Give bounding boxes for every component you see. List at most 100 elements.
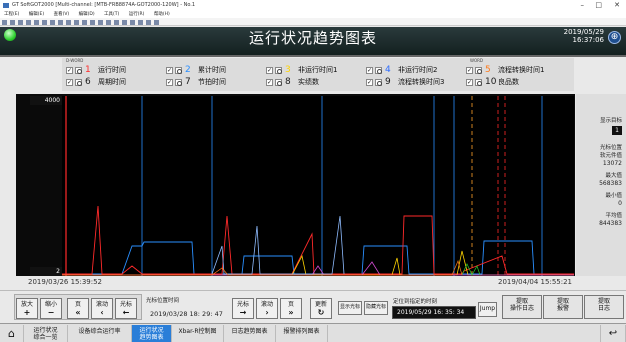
series-visible-checkbox[interactable]: ✓ — [366, 66, 373, 74]
jump-button[interactable]: Jump — [478, 302, 497, 317]
scroll-back-button[interactable]: 滚动 ‹ — [91, 298, 113, 319]
page-back-button[interactable]: 页 « — [67, 298, 89, 319]
toolbar-icon[interactable] — [26, 19, 31, 25]
legend-item-1[interactable]: ✓ 1 运行时间 — [66, 65, 126, 75]
show-cursor-button[interactable]: 显示光标 — [338, 301, 362, 315]
hide-cursor-button[interactable]: 隐藏光标 — [364, 301, 388, 315]
scroll-forward-button[interactable]: 滚动 › — [256, 298, 278, 319]
series-label: 运行时间 — [98, 66, 126, 74]
series-visible-checkbox[interactable]: ✓ — [166, 78, 173, 86]
series-visible-checkbox[interactable]: ✓ — [66, 78, 73, 86]
cursor-value-label: 光标位置 软元件值 — [599, 145, 622, 159]
menu-item-project[interactable]: 工程(E) — [4, 12, 20, 17]
close-button[interactable]: ✕ — [614, 1, 620, 9]
legend-item-5[interactable]: ✓ 5 流程转换时间1 — [466, 65, 544, 75]
toolbar-icon[interactable] — [114, 19, 119, 25]
menu-item-edit2[interactable]: 编辑(D) — [78, 12, 95, 17]
series-search-icon[interactable] — [475, 78, 482, 86]
series-visible-checkbox[interactable]: ✓ — [266, 78, 273, 86]
home-icon[interactable]: ⌂ — [0, 325, 24, 342]
series-visible-checkbox[interactable]: ✓ — [366, 78, 373, 86]
toolbar-icon[interactable] — [106, 19, 111, 25]
toolbar-icon[interactable] — [74, 19, 79, 25]
series-search-icon[interactable] — [475, 66, 482, 74]
series-search-icon[interactable] — [275, 78, 282, 86]
page-forward-button[interactable]: 页» — [280, 298, 302, 319]
series-search-icon[interactable] — [275, 66, 282, 74]
legend-item-6[interactable]: ✓ 6 周期时间 — [66, 77, 126, 87]
nav-tab-1[interactable]: 设备综合运行率 — [68, 325, 132, 342]
series-visible-checkbox[interactable]: ✓ — [166, 66, 173, 74]
toolbar-icon[interactable] — [130, 19, 135, 25]
menu-item-view[interactable]: 查看(V) — [53, 12, 70, 17]
double-chevron-left-icon: « — [75, 308, 81, 317]
toolbar — [0, 18, 626, 26]
toolbar-icon[interactable] — [154, 19, 159, 25]
back-icon[interactable]: ↩ — [600, 325, 626, 342]
nav-tab-4[interactable]: 日志趋势图表 — [224, 325, 276, 342]
legend-item-4[interactable]: ✓ 4 非运行时间2 — [366, 65, 437, 75]
menu-item-help[interactable]: 帮助(H) — [153, 12, 170, 17]
trend-plot[interactable] — [62, 96, 574, 276]
toolbar-icon[interactable] — [90, 19, 95, 25]
toolbar-icon[interactable] — [58, 19, 63, 25]
legend-item-2[interactable]: ✓ 2 累计时间 — [166, 65, 226, 75]
cursor-forward-button[interactable]: 光标 → — [232, 298, 254, 319]
toolbar-icon[interactable] — [82, 19, 87, 25]
menu-item-run[interactable]: 运行(R) — [128, 12, 145, 17]
zoom-in-button[interactable]: 放大 + — [16, 298, 38, 319]
series-search-icon[interactable] — [375, 78, 382, 86]
legend-item-9[interactable]: ✓ 9 流程转换时间3 — [366, 77, 444, 87]
maximize-button[interactable]: □ — [595, 1, 602, 9]
extract-log-button[interactable]: 提取 日志 — [584, 295, 624, 319]
extract-operation-log-button[interactable]: 提取 操作日志 — [502, 295, 542, 319]
series-number: 2 — [185, 65, 191, 75]
nav-tab-2[interactable]: 运行状况 趋势图表 — [132, 325, 172, 342]
arrow-right-icon: → — [239, 308, 247, 317]
toolbar-icon[interactable] — [50, 19, 55, 25]
series-visible-checkbox[interactable]: ✓ — [466, 66, 473, 74]
toolbar-icon[interactable] — [10, 19, 15, 25]
series-visible-checkbox[interactable]: ✓ — [66, 66, 73, 74]
toolbar-icon[interactable] — [18, 19, 23, 25]
series-search-icon[interactable] — [175, 66, 182, 74]
nav-tab-0[interactable]: 运行状况 综合一览 — [24, 325, 68, 342]
toolbar-icon[interactable] — [42, 19, 47, 25]
toolbar-icon[interactable] — [146, 19, 151, 25]
toolbar-icon[interactable] — [66, 19, 71, 25]
toolbar-icon[interactable] — [122, 19, 127, 25]
window-title: GT SoftGOT2000 [Multi-channel: [MTB-FRB8… — [12, 2, 196, 8]
target-index-field[interactable]: 1 — [612, 126, 622, 135]
legend-item-8[interactable]: ✓ 8 实绩数 — [266, 77, 319, 87]
series-visible-checkbox[interactable]: ✓ — [266, 66, 273, 74]
zoom-out-button[interactable]: 缩小 − — [40, 298, 62, 319]
toolbar-icon[interactable] — [2, 19, 7, 25]
cursor-time-value: 2019/03/28 18: 29: 47 — [150, 310, 223, 318]
toolbar-icon[interactable] — [98, 19, 103, 25]
series-search-icon[interactable] — [175, 78, 182, 86]
refresh-button[interactable]: 更新 ↻ — [310, 298, 332, 319]
globe-icon[interactable]: ⊕ — [608, 31, 621, 44]
legend-item-3[interactable]: ✓ 3 非运行时间1 — [266, 65, 337, 75]
toolbar-icon[interactable] — [34, 19, 39, 25]
series-search-icon[interactable] — [75, 78, 82, 86]
series-visible-checkbox[interactable]: ✓ — [466, 78, 473, 86]
extract-alarm-button[interactable]: 提取 报警 — [543, 295, 583, 319]
jump-time-field[interactable]: 2019/05/29 16: 35: 34 — [392, 306, 476, 319]
clock: 2019/05/29 16:37:06 — [564, 28, 604, 44]
cursor-back-button[interactable]: 光标 ← — [115, 298, 137, 319]
series-search-icon[interactable] — [375, 66, 382, 74]
menu-item-tools[interactable]: 工具(T) — [104, 12, 120, 17]
series-search-icon[interactable] — [75, 66, 82, 74]
toolbar-icon[interactable] — [138, 19, 143, 25]
minimize-button[interactable]: – — [580, 1, 585, 9]
series-number: 9 — [385, 77, 391, 87]
y-axis-min-label: 2 — [30, 267, 62, 276]
legend-item-7[interactable]: ✓ 7 节拍时间 — [166, 77, 226, 87]
avg-label: 平均值 — [605, 213, 622, 219]
trend-legend: D-WORD WORD ✓ 1 运行时间 ✓ 2 累计时间 ✓ 3 非运行时间1 ✓ 4 非运行时间2… — [62, 58, 574, 91]
menu-item-edit[interactable]: 编辑(E) — [28, 12, 45, 17]
legend-item-10[interactable]: ✓ 10 良品数 — [466, 77, 519, 87]
nav-tab-3[interactable]: Xbar-R控制图 — [172, 325, 224, 342]
nav-tab-5[interactable]: 报警排列图表 — [276, 325, 328, 342]
